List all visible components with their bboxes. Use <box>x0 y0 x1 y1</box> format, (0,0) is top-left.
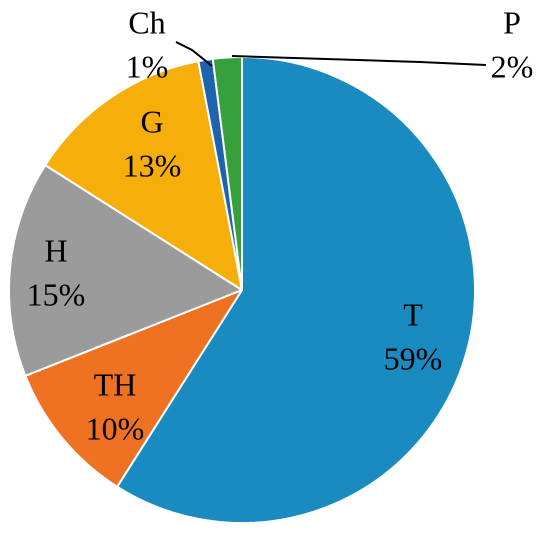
leader-line-ch <box>175 41 213 67</box>
slice-percent-th: 10% <box>86 410 145 446</box>
pie-slice-t <box>116 56 476 524</box>
slice-label-t: T <box>403 296 423 332</box>
slice-label-g: G <box>140 103 163 139</box>
pie-slice-th <box>24 289 243 488</box>
slice-label-th: TH <box>94 366 137 402</box>
slice-label-p: P <box>503 4 521 40</box>
slice-label-ch: Ch <box>128 4 165 40</box>
slice-percent-g: 13% <box>123 147 182 183</box>
pie-slice-g <box>44 60 243 291</box>
slice-percent-t: 59% <box>384 340 443 376</box>
slice-percent-p: 2% <box>491 48 534 84</box>
pie-slice-h <box>8 164 243 377</box>
slice-percent-ch: 1% <box>126 48 169 84</box>
slice-label-h: H <box>44 232 67 268</box>
slice-percent-h: 15% <box>27 276 86 312</box>
labels-layer: T 59% TH 10% H 15% G 13% Ch 1% P 2% <box>27 4 534 446</box>
leader-lines-layer <box>175 41 487 67</box>
leader-line-p <box>231 55 487 66</box>
slices-layer <box>8 56 476 524</box>
